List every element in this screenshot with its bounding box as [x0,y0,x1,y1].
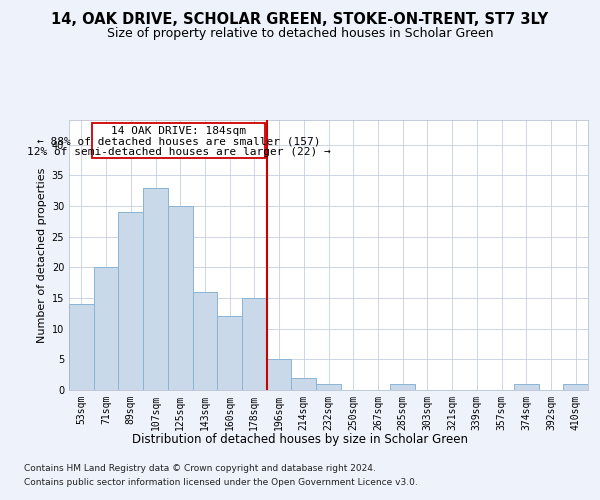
Bar [514,384,539,390]
Text: Contains HM Land Registry data © Crown copyright and database right 2024.: Contains HM Land Registry data © Crown c… [24,464,376,473]
Bar [168,206,193,390]
Bar [69,304,94,390]
Bar [390,384,415,390]
Text: Distribution of detached houses by size in Scholar Green: Distribution of detached houses by size … [132,432,468,446]
Y-axis label: Number of detached properties: Number of detached properties [37,168,47,342]
Bar [94,268,118,390]
Bar [217,316,242,390]
Text: Contains public sector information licensed under the Open Government Licence v3: Contains public sector information licen… [24,478,418,487]
Text: ← 88% of detached houses are smaller (157): ← 88% of detached houses are smaller (15… [37,136,321,146]
Bar [292,378,316,390]
Bar [267,360,292,390]
Text: 14 OAK DRIVE: 184sqm: 14 OAK DRIVE: 184sqm [112,126,247,136]
FancyBboxPatch shape [92,123,265,158]
Bar [242,298,267,390]
Bar [316,384,341,390]
Bar [563,384,588,390]
Bar [143,188,168,390]
Text: Size of property relative to detached houses in Scholar Green: Size of property relative to detached ho… [107,28,493,40]
Text: 12% of semi-detached houses are larger (22) →: 12% of semi-detached houses are larger (… [27,147,331,157]
Bar [118,212,143,390]
Bar [193,292,217,390]
Text: 14, OAK DRIVE, SCHOLAR GREEN, STOKE-ON-TRENT, ST7 3LY: 14, OAK DRIVE, SCHOLAR GREEN, STOKE-ON-T… [52,12,548,28]
